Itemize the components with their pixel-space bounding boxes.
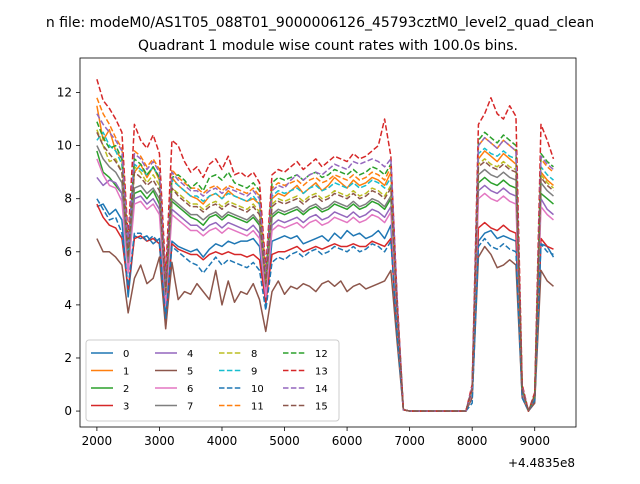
series-line-5 [96, 238, 554, 412]
series-line-15 [96, 132, 554, 412]
legend-label-3: 3 [123, 402, 129, 413]
legend-label-7: 7 [187, 402, 193, 413]
legend-label-8: 8 [251, 349, 257, 360]
legend-label-0: 0 [123, 349, 129, 360]
figure-suptitle: n file: modeM0/AS1T05_088T01_9000006126_… [46, 15, 594, 31]
legend-label-11: 11 [251, 402, 264, 413]
legend-label-5: 5 [187, 367, 193, 378]
y-tick-label: 10 [57, 139, 72, 153]
series-line-3 [96, 203, 554, 412]
legend-label-15: 15 [315, 402, 328, 413]
x-tick-label: 5000 [269, 434, 300, 448]
x-axis-offset-label: +4.4835e8 [508, 456, 575, 470]
legend-label-4: 4 [187, 349, 193, 360]
legend-box [85, 339, 340, 422]
series-lines [96, 79, 555, 412]
y-tick-label: 12 [57, 86, 72, 100]
plot-area: 2000 3000 4000 5000 6000 7000 8000 900002468101… [57, 57, 577, 448]
x-tick-label: 2000 [82, 434, 113, 448]
legend-label-14: 14 [315, 384, 328, 395]
x-tick-label: 6000 [332, 434, 363, 448]
x-tick-label: 3000 [144, 434, 175, 448]
series-line-10 [96, 198, 554, 412]
x-tick-label: 9000 [519, 434, 550, 448]
legend-label-1: 1 [123, 367, 129, 378]
series-line-13 [96, 79, 555, 412]
y-tick-label: 8 [64, 192, 72, 206]
y-tick-label: 0 [64, 404, 72, 418]
x-tick-label: 7000 [394, 434, 425, 448]
legend-label-2: 2 [123, 384, 129, 395]
legend-label-12: 12 [315, 349, 328, 360]
chart-title: Quadrant 1 module wise count rates with … [138, 38, 518, 54]
legend-label-10: 10 [251, 384, 264, 395]
y-tick-label: 2 [64, 351, 72, 365]
x-tick-label: 8000 [457, 434, 488, 448]
legend-label-13: 13 [315, 367, 328, 378]
y-tick-label: 4 [64, 298, 72, 312]
legend-label-9: 9 [251, 367, 257, 378]
legend-label-6: 6 [187, 384, 193, 395]
y-tick-label: 6 [64, 245, 72, 259]
axes-frame [79, 57, 577, 428]
x-tick-label: 4000 [207, 434, 238, 448]
